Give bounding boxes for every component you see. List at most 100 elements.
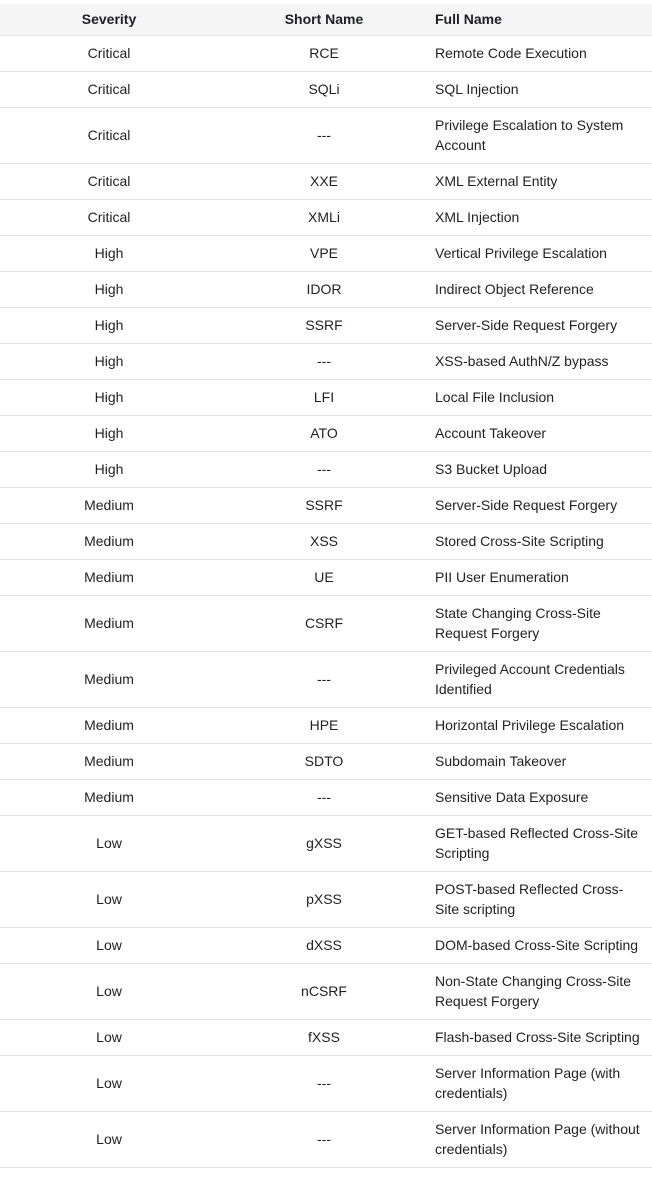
table-row: Low --- Server Information Page (without…: [0, 1111, 652, 1168]
table-row: Medium UE PII User Enumeration: [0, 559, 652, 596]
table-row: Low pXSS POST-based Reflected Cross- Sit…: [0, 871, 652, 928]
short-name-cell: pXSS: [218, 871, 430, 928]
table-row: High --- S3 Bucket Upload: [0, 451, 652, 488]
severity-cell: High: [0, 343, 218, 380]
short-name-cell: SDTO: [218, 743, 430, 780]
severity-cell: Medium: [0, 523, 218, 560]
table-row: Low dXSS DOM-based Cross-Site Scripting: [0, 927, 652, 964]
full-name-cell: S3 Bucket Upload: [430, 451, 652, 488]
full-name-cell: Vertical Privilege Escalation: [430, 235, 652, 272]
full-name-cell: Local File Inclusion: [430, 379, 652, 416]
short-name-cell: UE: [218, 559, 430, 596]
severity-cell: Critical: [0, 163, 218, 200]
table-row: Medium --- Privileged Account Credential…: [0, 651, 652, 708]
short-name-cell: RCE: [218, 35, 430, 72]
severity-cell: High: [0, 235, 218, 272]
table-row: High VPE Vertical Privilege Escalation: [0, 235, 652, 272]
severity-cell: Low: [0, 1019, 218, 1056]
severity-cell: High: [0, 307, 218, 344]
full-name-cell: XSS-based AuthN/Z bypass: [430, 343, 652, 380]
short-name-cell: LFI: [218, 379, 430, 416]
full-name-cell: Remote Code Execution: [430, 35, 652, 72]
table-row: Medium XSS Stored Cross-Site Scripting: [0, 523, 652, 560]
short-name-cell: ---: [218, 1111, 430, 1168]
full-name-cell: SQL Injection: [430, 71, 652, 108]
short-name-cell: XSS: [218, 523, 430, 560]
full-name-cell: Server Information Page (without credent…: [430, 1111, 652, 1168]
column-header-severity: Severity: [0, 4, 218, 36]
severity-cell: Low: [0, 871, 218, 928]
full-name-cell: GET-based Reflected Cross-Site Scripting: [430, 815, 652, 872]
severity-cell: Low: [0, 1055, 218, 1112]
full-name-cell: Stored Cross-Site Scripting: [430, 523, 652, 560]
full-name-cell: PII User Enumeration: [430, 559, 652, 596]
severity-cell: Critical: [0, 107, 218, 164]
severity-cell: Low: [0, 963, 218, 1020]
severity-cell: Medium: [0, 707, 218, 744]
full-name-cell: Server-Side Request Forgery: [430, 487, 652, 524]
severity-cell: Low: [0, 1111, 218, 1168]
table-body: Critical RCE Remote Code Execution Criti…: [0, 35, 652, 1168]
table-row: Medium --- Sensitive Data Exposure: [0, 779, 652, 816]
short-name-cell: XXE: [218, 163, 430, 200]
full-name-cell: Privilege Escalation to System Account: [430, 107, 652, 164]
table-row: Medium SDTO Subdomain Takeover: [0, 743, 652, 780]
severity-cell: Medium: [0, 779, 218, 816]
table-row: Low fXSS Flash-based Cross-Site Scriptin…: [0, 1019, 652, 1056]
severity-cell: High: [0, 415, 218, 452]
short-name-cell: CSRF: [218, 595, 430, 652]
full-name-cell: Subdomain Takeover: [430, 743, 652, 780]
short-name-cell: dXSS: [218, 927, 430, 964]
severity-cell: High: [0, 451, 218, 488]
severity-cell: Medium: [0, 559, 218, 596]
table-row: Low gXSS GET-based Reflected Cross-Site …: [0, 815, 652, 872]
full-name-cell: Non-State Changing Cross-Site Request Fo…: [430, 963, 652, 1020]
short-name-cell: ---: [218, 779, 430, 816]
column-header-short-name: Short Name: [218, 4, 430, 36]
short-name-cell: XMLi: [218, 199, 430, 236]
short-name-cell: ATO: [218, 415, 430, 452]
short-name-cell: SSRF: [218, 487, 430, 524]
full-name-cell: Server Information Page (with credential…: [430, 1055, 652, 1112]
full-name-cell: POST-based Reflected Cross- Site scripti…: [430, 871, 652, 928]
full-name-cell: Indirect Object Reference: [430, 271, 652, 308]
full-name-cell: Server-Side Request Forgery: [430, 307, 652, 344]
short-name-cell: VPE: [218, 235, 430, 272]
short-name-cell: ---: [218, 451, 430, 488]
short-name-cell: gXSS: [218, 815, 430, 872]
table-row: Medium HPE Horizontal Privilege Escalati…: [0, 707, 652, 744]
full-name-cell: Flash-based Cross-Site Scripting: [430, 1019, 652, 1056]
table-row: Critical SQLi SQL Injection: [0, 71, 652, 108]
severity-cell: Critical: [0, 199, 218, 236]
short-name-cell: ---: [218, 1055, 430, 1112]
severity-mapping-table: Severity Short Name Full Name Critical R…: [0, 4, 652, 1168]
severity-cell: Medium: [0, 743, 218, 780]
severity-cell: Medium: [0, 595, 218, 652]
table-row: High --- XSS-based AuthN/Z bypass: [0, 343, 652, 380]
short-name-cell: SSRF: [218, 307, 430, 344]
full-name-cell: Account Takeover: [430, 415, 652, 452]
table-row: Critical RCE Remote Code Execution: [0, 35, 652, 72]
severity-cell: Critical: [0, 35, 218, 72]
severity-cell: Medium: [0, 487, 218, 524]
severity-cell: High: [0, 271, 218, 308]
table-row: Critical XMLi XML Injection: [0, 199, 652, 236]
severity-cell: High: [0, 379, 218, 416]
table-row: High IDOR Indirect Object Reference: [0, 271, 652, 308]
short-name-cell: fXSS: [218, 1019, 430, 1056]
severity-cell: Low: [0, 927, 218, 964]
severity-cell: Medium: [0, 651, 218, 708]
severity-cell: Low: [0, 815, 218, 872]
short-name-cell: nCSRF: [218, 963, 430, 1020]
full-name-cell: XML Injection: [430, 199, 652, 236]
full-name-cell: Sensitive Data Exposure: [430, 779, 652, 816]
table-header: Severity Short Name Full Name: [0, 4, 652, 36]
short-name-cell: IDOR: [218, 271, 430, 308]
table-row: Critical XXE XML External Entity: [0, 163, 652, 200]
full-name-cell: XML External Entity: [430, 163, 652, 200]
table-row: Low --- Server Information Page (with cr…: [0, 1055, 652, 1112]
full-name-cell: Horizontal Privilege Escalation: [430, 707, 652, 744]
short-name-cell: ---: [218, 343, 430, 380]
severity-cell: Critical: [0, 71, 218, 108]
short-name-cell: ---: [218, 651, 430, 708]
